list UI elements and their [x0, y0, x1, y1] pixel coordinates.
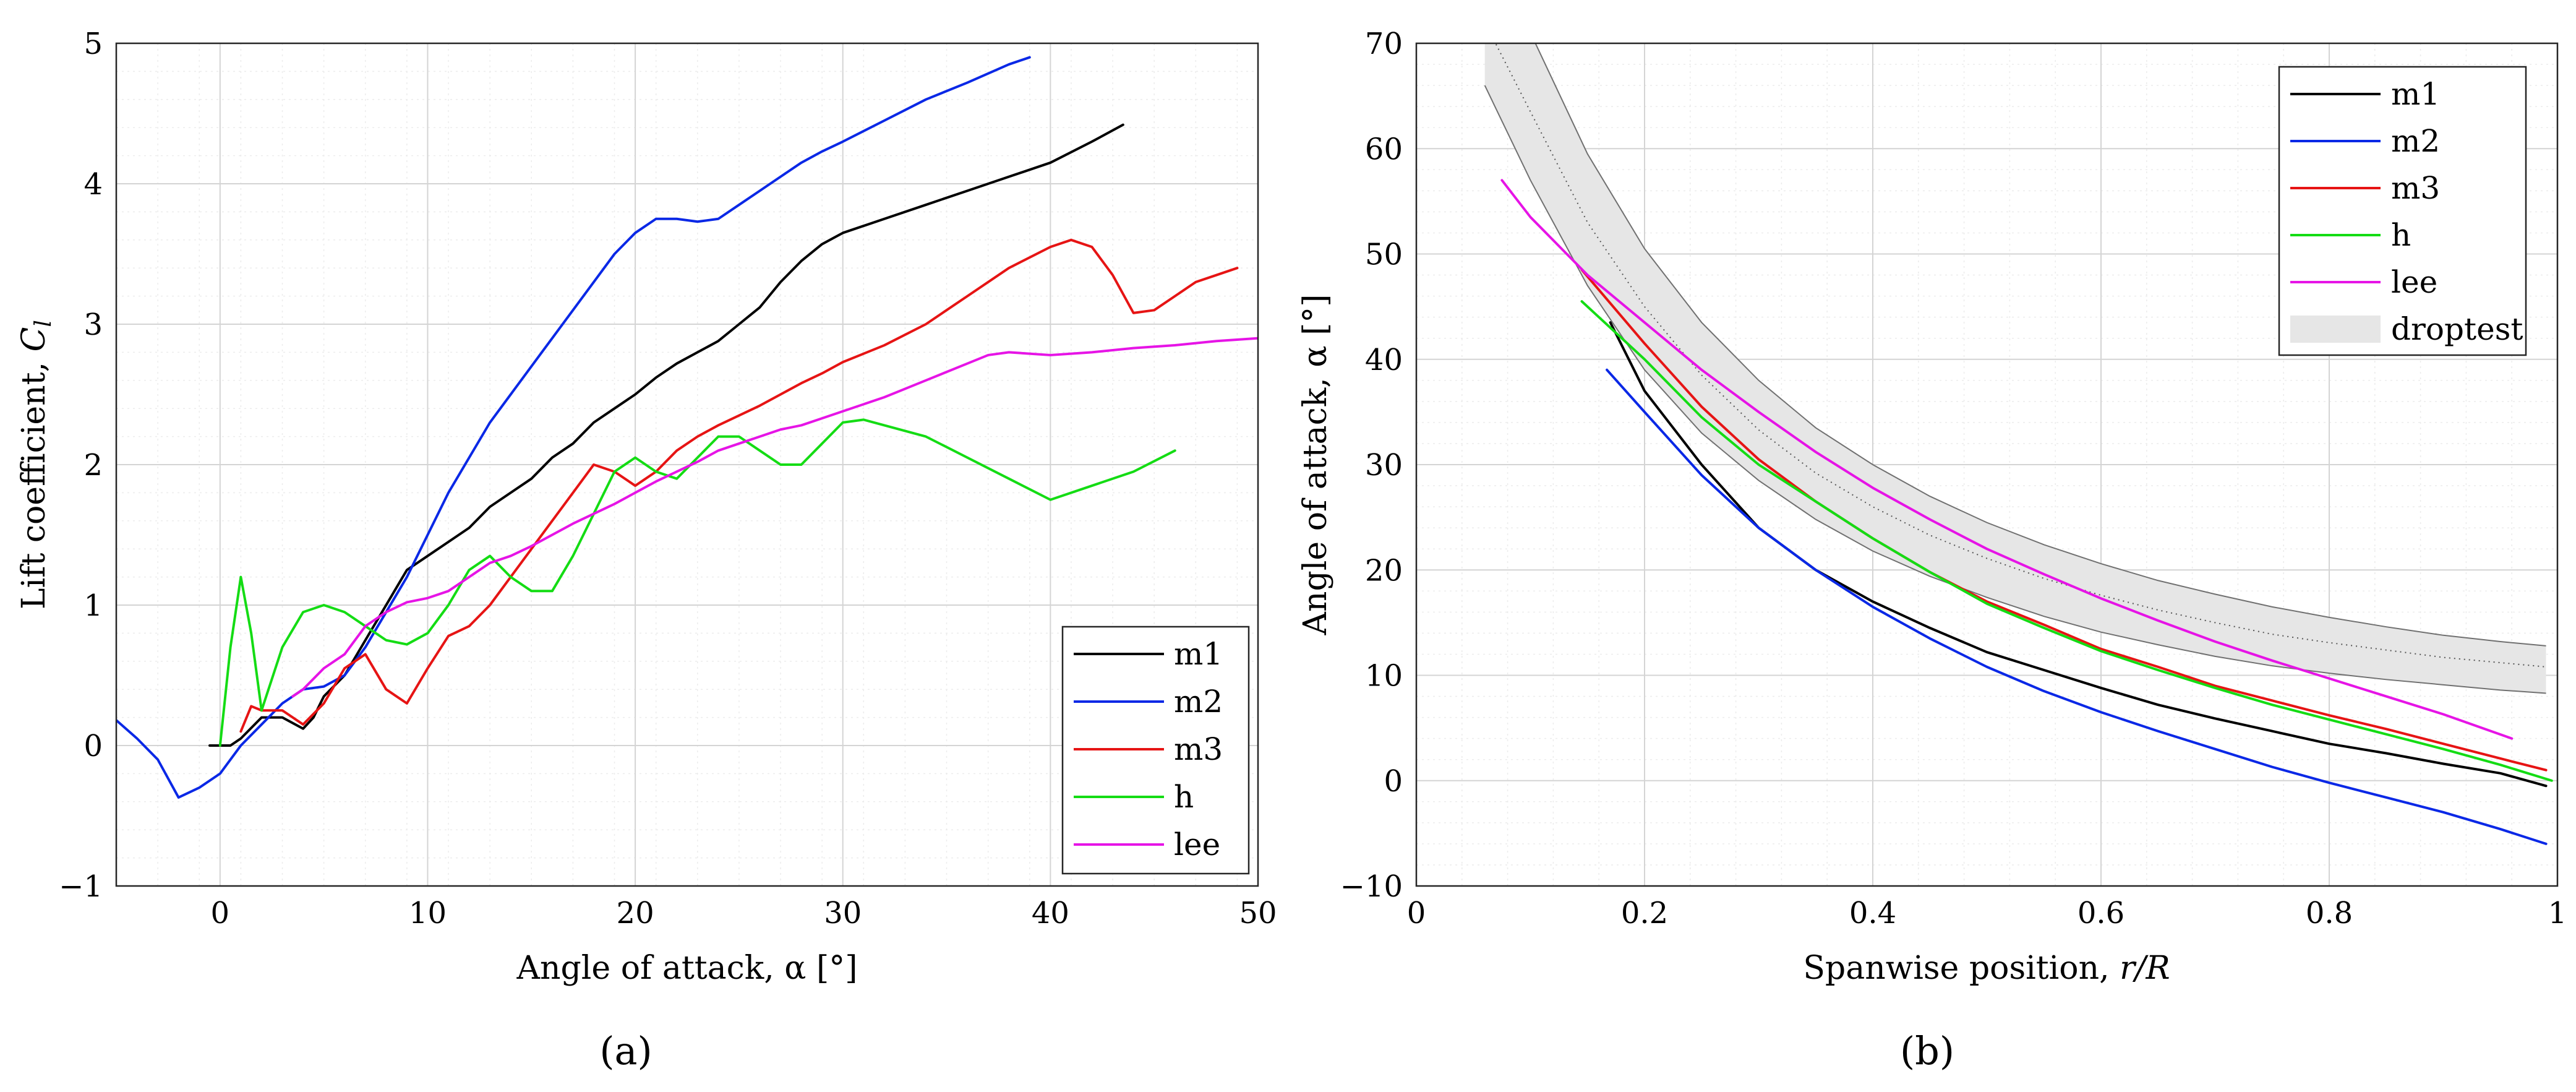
chart-a-ylabel: Lift coefficient, Cl	[15, 320, 56, 609]
chart-b-ylabel: Angle of attack, α [°]	[1297, 294, 1334, 635]
legend-label-m3: m3	[1174, 731, 1223, 767]
chart-a-x-tick-label: 30	[824, 896, 862, 931]
chart-a-xlabel: Angle of attack, α [°]	[516, 950, 857, 987]
legend-label-h: h	[2391, 217, 2411, 253]
chart-b-frame	[1415, 42, 2559, 887]
series-line-lee	[1500, 179, 2514, 740]
legend-label-m1: m1	[1174, 636, 1223, 672]
legend-label-m2: m2	[2391, 123, 2440, 159]
chart-b-legend-box	[2278, 66, 2527, 356]
series-line-m1	[1609, 321, 2548, 788]
droptest-lower-edge	[1484, 85, 2546, 694]
chart-b-y-tick-label: −10	[1340, 869, 1403, 904]
series-line-m2	[1606, 368, 2548, 845]
chart-a-y-tick-label: 5	[83, 27, 103, 61]
chart-b-x-tick-label: 0.4	[1849, 896, 1896, 931]
droptest-band-area	[1484, 43, 2546, 694]
chart-a-series	[116, 56, 1258, 799]
chart-a-x-tick-label: 0	[211, 896, 230, 931]
chart-a-frame	[115, 42, 1259, 887]
legend-label-m1: m1	[2391, 76, 2440, 112]
chart-b-y-tick-label: 50	[1365, 238, 1403, 272]
droptest-center-line	[1494, 43, 2546, 668]
chart-b-xlabel: Spanwise position, r/R	[1803, 950, 2170, 987]
legend-label-droptest: droptest	[2391, 311, 2523, 347]
chart-b-x-tick-label: 0.6	[2077, 896, 2125, 931]
chart-a-y-tick-label: 0	[83, 729, 103, 763]
panel-a-label: (a)	[599, 1028, 652, 1073]
chart-b-y-tick-label: 0	[1384, 764, 1403, 799]
chart-a-y-tick-label: 3	[83, 307, 103, 342]
series-line-m3	[239, 238, 1239, 733]
chart-b-series	[1500, 179, 2553, 845]
chart-a-y-tick-label: −1	[59, 869, 103, 904]
chart-b-droptest-band	[1484, 43, 2546, 694]
chart-b-y-tick-label: 20	[1365, 553, 1403, 588]
chart-b-legend: m1 m2 m3 h lee droptest	[2278, 66, 2527, 356]
chart-a-x-tick-label: 20	[617, 896, 654, 931]
legend-swatch-droptest	[2290, 316, 2381, 343]
chart-a-ticks: 0 10 20 30 40 50 −1 0 1 2 3 4 5	[59, 27, 1277, 931]
chart-b-x-tick-label: 0.8	[2306, 896, 2353, 931]
legend-label-m2: m2	[1174, 684, 1223, 720]
panel-b-label: (b)	[1900, 1028, 1954, 1073]
chart-a-y-tick-label: 2	[83, 448, 103, 483]
chart-b-x-tick-label: 0	[1407, 896, 1426, 931]
chart-b-x-tick-label: 1	[2548, 896, 2567, 931]
legend-label-h: h	[1174, 779, 1194, 815]
series-line-lee	[291, 337, 1258, 698]
chart-b-y-tick-label: 10	[1365, 659, 1403, 694]
legend-label-lee: lee	[1174, 827, 1220, 862]
legend-label-m3: m3	[2391, 170, 2440, 206]
series-line-m3	[1580, 269, 2548, 772]
chart-a: 0 10 20 30 40 50 −1 0 1 2 3 4 5 Angle of attack, α […	[15, 27, 1277, 1073]
chart-b-y-tick-label: 60	[1365, 132, 1403, 166]
chart-b-y-tick-label: 40	[1365, 343, 1403, 377]
chart-a-x-tick-label: 10	[409, 896, 447, 931]
chart-b-x-tick-label: 0.2	[1621, 896, 1668, 931]
series-line-h	[1580, 300, 2553, 782]
chart-b-y-tick-label: 30	[1365, 448, 1403, 483]
chart-b-y-tick-label: 70	[1365, 27, 1403, 61]
droptest-upper-edge	[1534, 43, 2546, 647]
chart-a-x-tick-label: 40	[1032, 896, 1069, 931]
chart-a-y-tick-label: 1	[83, 588, 103, 623]
chart-a-legend: m1 m2 m3 h lee	[1061, 626, 1250, 875]
chart-a-y-tick-label: 4	[83, 167, 103, 202]
chart-a-x-tick-label: 50	[1239, 896, 1277, 931]
legend-label-lee: lee	[2391, 264, 2437, 300]
series-line-h	[218, 418, 1176, 747]
series-line-m2	[116, 56, 1031, 799]
